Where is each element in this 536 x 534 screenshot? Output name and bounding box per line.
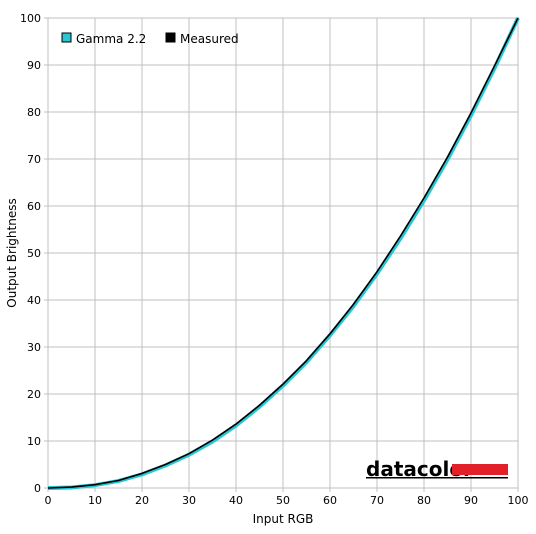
grid-lines: [44, 17, 519, 492]
series-lines: [47, 17, 520, 490]
y-tick-label: 70: [27, 153, 41, 166]
y-tick-label: 10: [27, 435, 41, 448]
y-tick-label: 40: [27, 294, 41, 307]
y-tick-label: 60: [27, 200, 41, 213]
x-tick-label: 40: [229, 494, 243, 507]
y-tick-label: 80: [27, 106, 41, 119]
x-tick-label: 90: [464, 494, 478, 507]
legend-label-gamma: Gamma 2.2: [76, 32, 146, 46]
x-tick-label: 70: [370, 494, 384, 507]
x-tick-label: 0: [45, 494, 52, 507]
x-tick-label: 20: [135, 494, 149, 507]
y-tick-labels: 0 10 20 30 40 50 60 70 80 90 100: [20, 12, 41, 495]
y-tick-label: 100: [20, 12, 41, 25]
x-tick-labels: 0 10 20 30 40 50 60 70 80 90 100: [45, 494, 529, 507]
legend: Gamma 2.2 Measured: [61, 32, 239, 46]
x-tick-label: 80: [417, 494, 431, 507]
logo-underline: [366, 477, 508, 479]
x-tick-label: 100: [508, 494, 529, 507]
y-tick-label: 50: [27, 247, 41, 260]
y-tick-label: 90: [27, 59, 41, 72]
x-tick-label: 10: [88, 494, 102, 507]
legend-swatch-gamma: [61, 32, 72, 43]
x-axis-title: Input RGB: [253, 512, 314, 526]
x-tick-label: 60: [323, 494, 337, 507]
logo-red-bar: [452, 464, 508, 475]
legend-swatch-measured: [165, 32, 176, 43]
datacolor-logo: datacolor: [366, 457, 508, 481]
x-tick-label: 30: [182, 494, 196, 507]
series-line-measured: [47, 17, 519, 489]
y-tick-label: 30: [27, 341, 41, 354]
y-tick-label: 20: [27, 388, 41, 401]
y-axis-title: Output Brightness: [5, 198, 19, 307]
y-tick-label: 0: [34, 482, 41, 495]
x-tick-label: 50: [276, 494, 290, 507]
legend-label-measured: Measured: [180, 32, 239, 46]
